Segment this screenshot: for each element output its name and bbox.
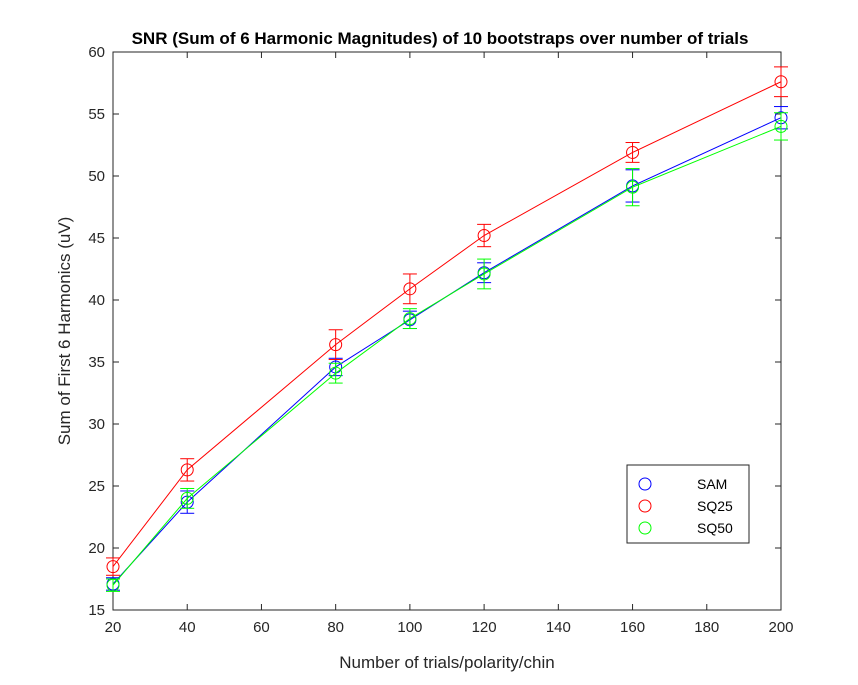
axes-frame	[112, 51, 782, 611]
y-axis-label: Sum of First 6 Harmonics (uV)	[55, 217, 74, 446]
y-tick-label: 60	[88, 44, 105, 61]
data-point	[403, 312, 417, 326]
x-tick-label: 100	[397, 619, 422, 636]
data-point	[477, 229, 491, 243]
legend-label: SQ50	[697, 520, 733, 536]
legend: SAM SQ25 SQ50	[626, 464, 750, 544]
y-tick-label: 45	[88, 230, 105, 247]
data-point	[477, 267, 491, 281]
x-tick-label: 180	[694, 619, 719, 636]
data-point	[180, 463, 194, 477]
data-point	[774, 75, 788, 89]
legend-marker	[638, 521, 652, 535]
x-tick-label: 40	[179, 619, 196, 636]
x-tick-label: 60	[253, 619, 270, 636]
legend-label: SAM	[697, 476, 727, 492]
legend-marker	[638, 499, 652, 513]
series-sq25	[106, 66, 788, 576]
x-tick-label: 120	[472, 619, 497, 636]
data-point	[626, 180, 640, 194]
x-tick-label: 200	[768, 619, 793, 636]
series-layer	[106, 66, 788, 592]
chart-title: SNR (Sum of 6 Harmonic Magnitudes) of 10…	[132, 29, 749, 48]
data-point	[180, 491, 194, 505]
y-tick-label: 55	[88, 106, 105, 123]
series-sq50	[106, 112, 788, 592]
y-tick-label: 50	[88, 168, 105, 185]
legend-box	[626, 464, 750, 544]
data-point	[626, 145, 640, 159]
data-point	[329, 338, 343, 352]
x-tick-label: 140	[546, 619, 571, 636]
y-tick-label: 30	[88, 416, 105, 433]
x-tick-label: 160	[620, 619, 645, 636]
y-tick-label: 35	[88, 354, 105, 371]
axes: 20 40 60 80 100 120 140 160 180 20015202530354045…	[88, 44, 793, 636]
y-tick-label: 15	[88, 602, 105, 619]
y-tick-label: 25	[88, 478, 105, 495]
x-tick-label: 80	[327, 619, 344, 636]
data-point	[106, 560, 120, 574]
data-point	[403, 282, 417, 296]
data-point	[774, 119, 788, 133]
legend-marker	[638, 477, 652, 491]
x-tick-label: 20	[105, 619, 122, 636]
x-axis-label: Number of trials/polarity/chin	[339, 653, 554, 672]
y-tick-label: 40	[88, 292, 105, 309]
data-point	[106, 578, 120, 592]
y-tick-label: 20	[88, 540, 105, 557]
data-point	[329, 366, 343, 380]
legend-label: SQ25	[697, 498, 733, 514]
